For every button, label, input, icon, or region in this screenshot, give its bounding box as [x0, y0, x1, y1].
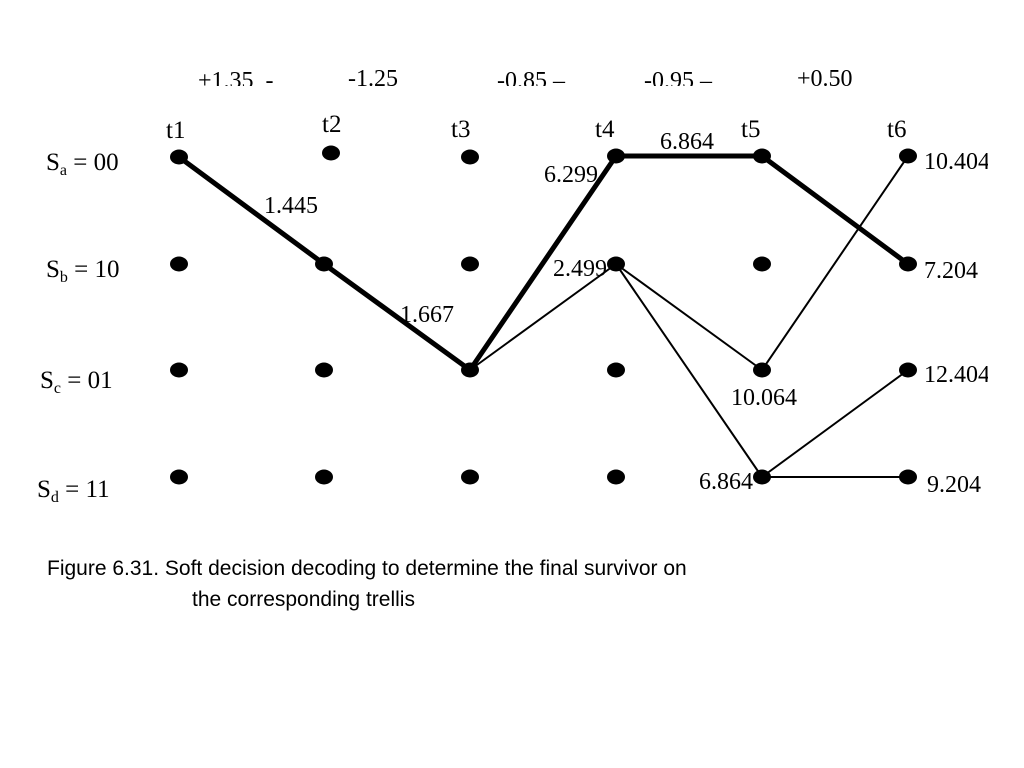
- received-value-2: -1.25: [348, 66, 398, 92]
- node-t6-a: [899, 148, 917, 164]
- node-t1-c: [170, 362, 188, 378]
- final-metric-b: 7.204: [924, 258, 978, 284]
- node-t3-b: [461, 256, 479, 272]
- node-t2-c: [315, 362, 333, 378]
- metric-t5c: 10.064: [731, 385, 797, 411]
- time-label-t3: t3: [451, 116, 470, 143]
- node-t6-b: [899, 256, 917, 272]
- metric-t5a: 6.864: [660, 129, 714, 155]
- node-t1-a: [170, 149, 188, 165]
- caption-line-2: the corresponding trellis: [192, 588, 415, 611]
- node-t3-c: [461, 362, 479, 378]
- caption-line-1: Figure 6.31. Soft decision decoding to d…: [47, 557, 687, 580]
- trellis-nodes: [170, 145, 917, 485]
- time-label-t5: t5: [741, 116, 760, 143]
- node-t4-c: [607, 362, 625, 378]
- figure-caption: Figure 6.31. Soft decision decoding to d…: [47, 553, 867, 615]
- branch-t3c-t4b: [469, 263, 617, 371]
- received-value-5: +0.50: [797, 66, 853, 92]
- node-t5-c: [753, 362, 771, 378]
- branch-t5c-t6a: [761, 155, 909, 371]
- time-label-t4: t4: [595, 116, 615, 143]
- branch-t4b-t5c: [615, 263, 763, 371]
- branch-t4b-t5d: [615, 263, 763, 478]
- metric-t4a: 6.299: [544, 162, 598, 188]
- node-t6-c: [899, 362, 917, 378]
- survivor-path: [176, 153, 911, 373]
- node-t3-a: [461, 149, 479, 165]
- node-t2-b: [315, 256, 333, 272]
- node-t4-b: [607, 256, 625, 272]
- branch-t5d-t6c: [761, 369, 909, 478]
- received-value-1: +1.35 -: [198, 68, 274, 94]
- node-t5-d: [753, 469, 771, 485]
- node-t1-d: [170, 469, 188, 485]
- state-label-b: Sb = 10: [46, 256, 120, 286]
- state-label-a: Sa = 00: [46, 149, 119, 179]
- final-metric-a: 10.404: [924, 149, 990, 175]
- final-metric-d: 9.204: [927, 472, 981, 498]
- state-label-d: Sd = 11: [37, 476, 110, 506]
- node-t2-d: [315, 469, 333, 485]
- node-t1-b: [170, 256, 188, 272]
- final-metric-c: 12.404: [924, 362, 990, 388]
- time-label-t1: t1: [166, 117, 185, 144]
- state-label-c: Sc = 01: [40, 367, 113, 397]
- trellis-diagram: +1.35 - -1.25 -0.85 – -0.95 – +0.50 t1 t…: [37, 66, 990, 506]
- node-t5-b: [753, 256, 771, 272]
- node-t3-d: [461, 469, 479, 485]
- metric-t4b: 2.499: [553, 256, 607, 282]
- received-value-4: -0.95 –: [644, 68, 713, 94]
- metric-t1-t2: 1.445: [264, 193, 318, 219]
- metric-t5d: 6.864: [699, 469, 753, 495]
- node-t4-d: [607, 469, 625, 485]
- node-t5-a: [753, 148, 771, 164]
- received-value-3: -0.85 –: [497, 68, 566, 94]
- time-label-t2: t2: [322, 111, 341, 138]
- node-t2-a: [322, 145, 340, 161]
- node-t6-d: [899, 469, 917, 485]
- node-t4-a: [607, 148, 625, 164]
- metric-t2-t3: 1.667: [400, 302, 454, 328]
- time-label-t6: t6: [887, 116, 906, 143]
